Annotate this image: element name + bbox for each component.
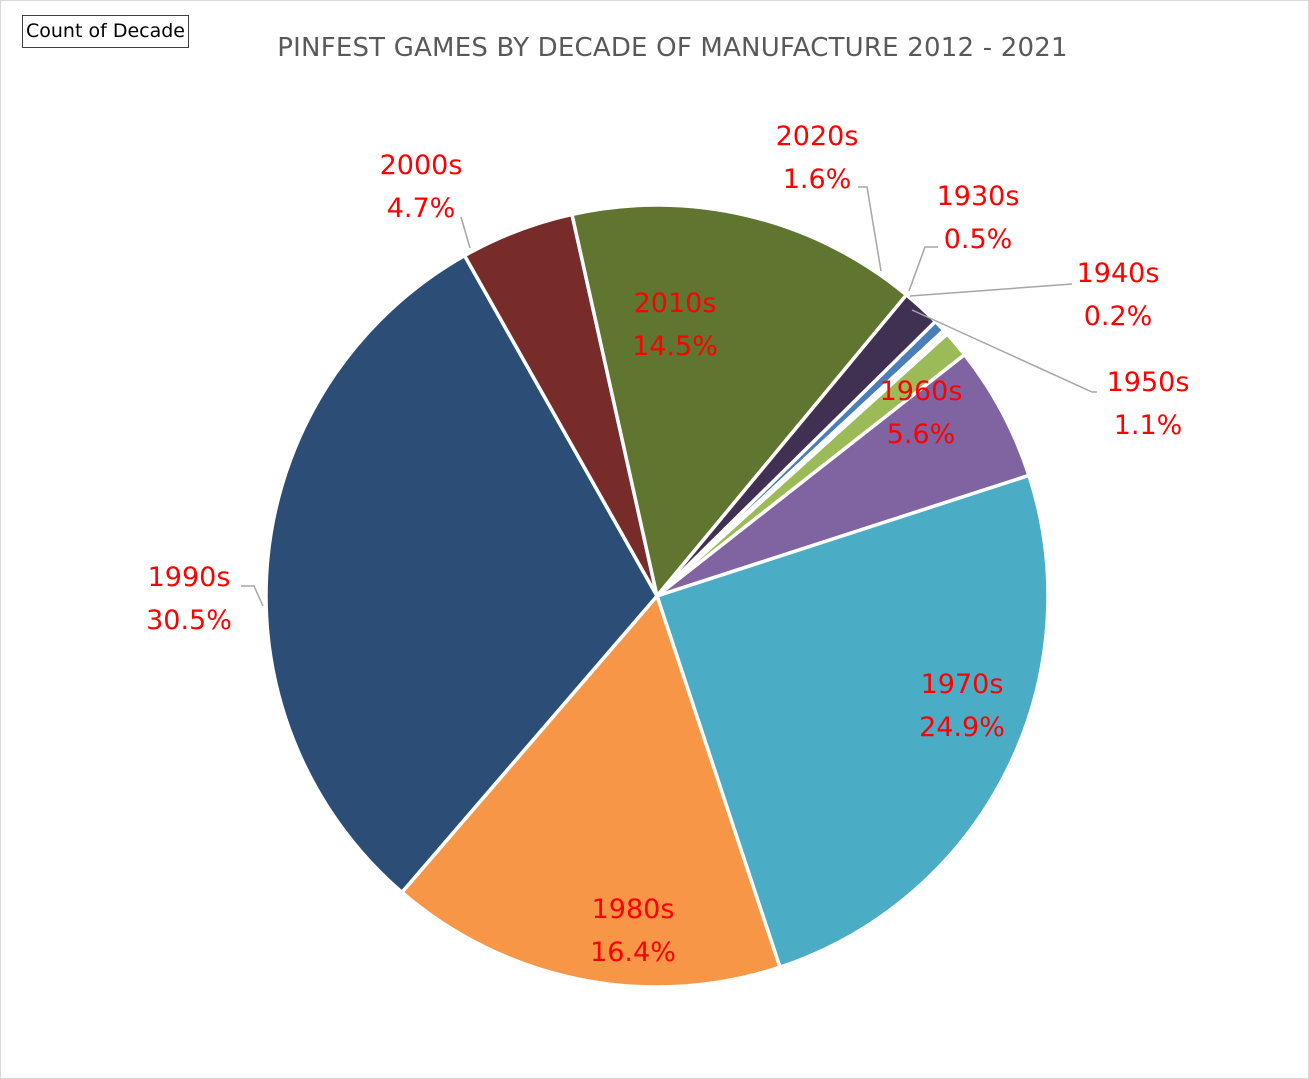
data-label-category-1990s: 1990s	[148, 562, 231, 593]
data-label-category-1960s: 1960s	[880, 376, 963, 407]
leader-line-1940s	[909, 283, 1073, 297]
data-label-percent-2000s: 4.7%	[387, 193, 456, 224]
data-label-percent-1990s: 30.5%	[146, 605, 232, 636]
data-label-category-1940s: 1940s	[1077, 258, 1160, 289]
data-label-percent-1970s: 24.9%	[919, 712, 1005, 743]
data-label-category-1980s: 1980s	[592, 894, 675, 925]
data-label-percent-1960s: 5.6%	[887, 419, 956, 450]
pie-slice-1990s[interactable]	[264, 253, 659, 895]
leader-line-1950s	[911, 309, 1097, 393]
data-label-percent-1980s: 16.4%	[590, 937, 676, 968]
data-label-percent-2020s: 1.6%	[783, 164, 852, 195]
data-label-category-1970s: 1970s	[921, 669, 1004, 700]
leader-line-1990s	[241, 585, 264, 607]
data-label-category-2020s: 2020s	[776, 121, 859, 152]
field-button-count-of-decade[interactable]: Count of Decade	[22, 15, 189, 48]
pie-slice-1970s[interactable]	[655, 473, 1050, 969]
leader-line-2020s	[858, 186, 882, 272]
leader-line-1930s	[908, 246, 938, 292]
data-label-percent-1940s: 0.2%	[1084, 301, 1153, 332]
leader-lines	[241, 186, 1097, 607]
data-label-category-1950s: 1950s	[1107, 367, 1190, 398]
data-label-percent-1950s: 1.1%	[1114, 410, 1183, 441]
pie-slices	[264, 203, 1050, 989]
data-label-category-2010s: 2010s	[634, 288, 717, 319]
leader-line-2000s	[460, 216, 471, 249]
pie-slice-2010s[interactable]	[570, 203, 909, 598]
pie-slice-1960s[interactable]	[655, 352, 1031, 598]
data-labels: 1930s 0.5% 1940s 0.2% 1950s 1.1% 1960s 5.6% 1970…	[146, 121, 1189, 968]
data-label-category-1930s: 1930s	[937, 181, 1020, 212]
data-label-category-2000s: 2000s	[380, 150, 463, 181]
data-label-percent-2010s: 14.5%	[632, 331, 718, 362]
chart-title: PINFEST GAMES BY DECADE OF MANUFACTURE 2…	[277, 33, 1068, 63]
pie-slice-1980s[interactable]	[400, 594, 782, 989]
data-label-percent-1930s: 0.5%	[944, 224, 1013, 255]
